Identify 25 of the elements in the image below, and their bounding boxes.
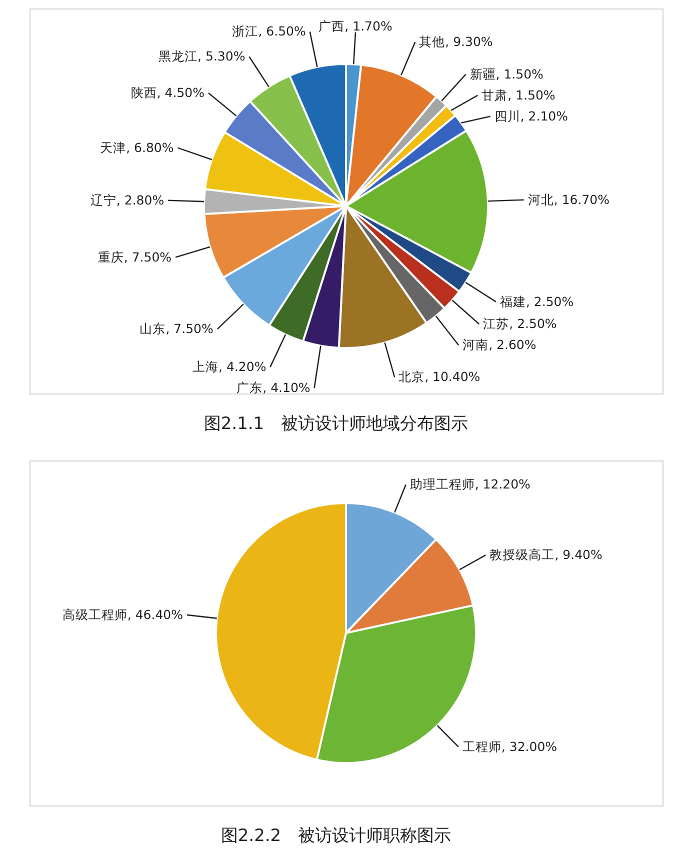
slice-label: 辽宁, 2.80% [90, 192, 164, 208]
slice-label: 高级工程师, 46.40% [62, 606, 184, 622]
slice-label: 河北, 16.70% [528, 192, 610, 207]
slice-label: 天津, 6.80% [100, 140, 174, 155]
slice-label: 其他, 9.30% [419, 34, 493, 49]
slice-label: 北京, 10.40% [398, 369, 480, 384]
slice-label: 教授级高工, 9.40% [490, 547, 602, 562]
slice-label: 广东, 4.10% [236, 380, 310, 396]
slice-label: 河南, 2.60% [462, 337, 536, 352]
slice-label: 工程师, 32.00% [462, 738, 558, 754]
slice-label: 新疆, 1.50% [470, 66, 544, 82]
slice-label: 江苏, 2.50% [483, 316, 557, 332]
slice-label: 黑龙江, 5.30% [158, 48, 246, 64]
slice-label: 四川, 2.10% [494, 108, 568, 124]
caption: 图2.1.1 被访设计师地域分布图示 [204, 414, 468, 434]
slice-label: 重庆, 7.50% [98, 249, 172, 264]
slice-label: 浙江, 6.50% [232, 24, 306, 39]
slice-label: 山东, 7.50% [140, 321, 214, 336]
slice-label: 助理工程师, 12.20% [410, 476, 531, 492]
slice-label: 甘肃, 1.50% [482, 87, 556, 102]
slice-label: 广西, 1.70% [318, 18, 392, 34]
slice-label: 上海, 4.20% [192, 359, 266, 374]
slice-label: 福建, 2.50% [500, 294, 574, 309]
caption: 图2.2.2 被访设计师职称图示 [220, 826, 452, 846]
slice-label: 陕西, 4.50% [130, 84, 205, 100]
